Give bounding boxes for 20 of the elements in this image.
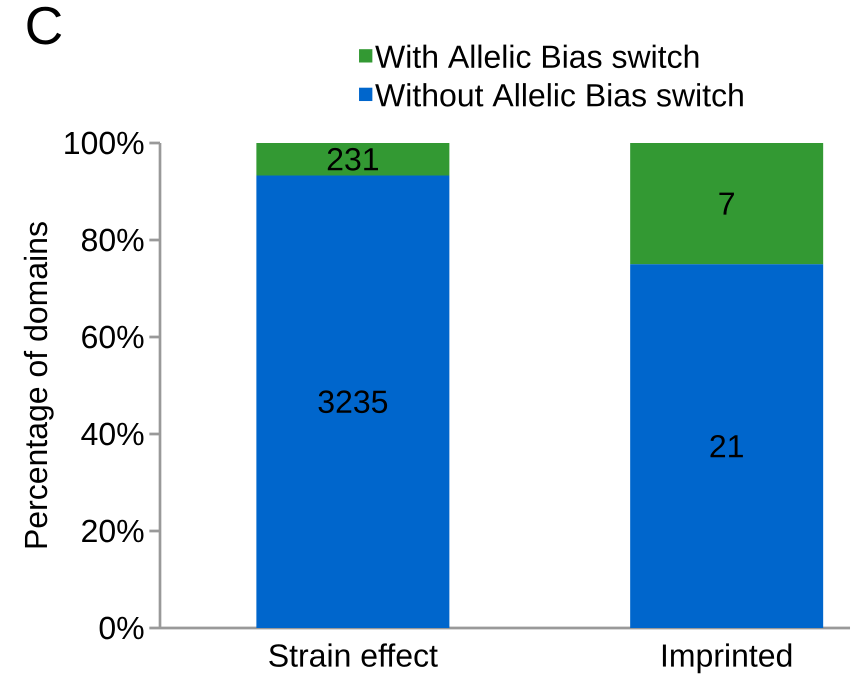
- legend-label: Without Allelic Bias switch: [375, 83, 743, 107]
- legend-label: With Allelic Bias switch: [375, 44, 698, 68]
- y-tick-label: 20%: [82, 520, 144, 542]
- annotation: 3235: [318, 390, 388, 414]
- x-tick-label: Imprinted: [662, 643, 792, 674]
- annotation: 231: [328, 148, 378, 171]
- y-tick-label: 60%: [82, 326, 144, 348]
- text: C: [27, 6, 62, 44]
- bar: [256, 142, 450, 176]
- bar: [256, 175, 450, 628]
- y-tick-label: 0%: [100, 616, 144, 640]
- x-tick-label: Strain effect: [269, 643, 438, 667]
- annotation: 7: [719, 192, 734, 215]
- y-axis-title: Percentage of domains: [24, 222, 54, 548]
- y-tick-label: 80%: [82, 228, 144, 252]
- y-tick-label: 100%: [65, 132, 144, 154]
- annotation: 21: [710, 434, 743, 458]
- bar: [630, 264, 824, 628]
- y-tick-label: 40%: [81, 422, 144, 446]
- bar: [630, 142, 824, 264]
